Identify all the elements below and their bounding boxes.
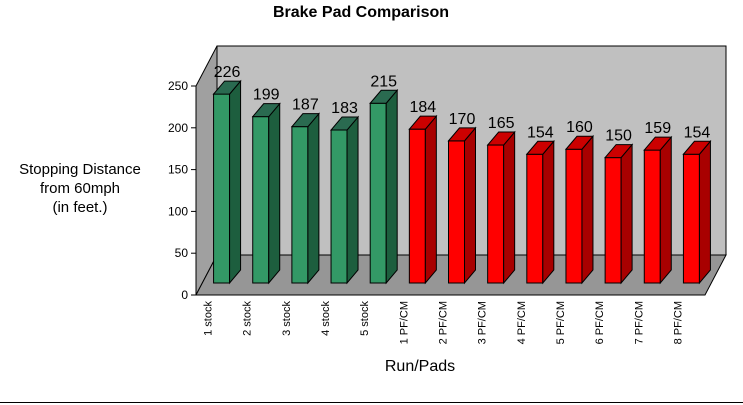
bar-side [424, 114, 437, 285]
bar-top [369, 89, 399, 104]
bar-top [486, 131, 516, 146]
bar-top [212, 80, 242, 95]
bar [369, 88, 399, 285]
bar-side [581, 134, 594, 285]
bar-side [307, 112, 320, 285]
bar-front [643, 149, 661, 284]
chart-title: Brake Pad Comparison [272, 4, 450, 21]
bar-front [487, 144, 505, 284]
bar [290, 112, 320, 285]
y-axis-label-line-1: Stopping Distance [19, 161, 141, 178]
data-label: 165 [488, 115, 515, 132]
x-axis-label: Run/Pads [384, 358, 456, 375]
data-label: 187 [292, 97, 319, 114]
bar [604, 143, 634, 285]
x-tick-label: 3 PF/CM [477, 301, 489, 344]
bar [564, 134, 595, 285]
x-tick-label: 6 PF/CM [594, 301, 606, 344]
bar-side [659, 135, 672, 285]
bar-top [682, 140, 712, 155]
bar-front [448, 140, 465, 284]
bar [486, 130, 516, 285]
data-label: 199 [253, 87, 280, 104]
bar-side [698, 139, 711, 285]
bar [212, 79, 242, 285]
bar [682, 139, 712, 285]
bar-top [604, 144, 634, 159]
x-tick-label: 3 stock [281, 301, 293, 336]
x-tick-label: 8 PF/CM [672, 301, 684, 344]
bar-side [229, 79, 242, 285]
y-tick-label: 150 [168, 163, 188, 177]
x-tick-label: 5 PF/CM [555, 301, 567, 344]
x-tick-labels: 1 stock 2 stock 3 stock 4 stock 5 stock 1 PF/… [203, 301, 685, 345]
x-tick-label: 2 PF/CM [438, 301, 450, 344]
x-tick-label: 5 stock [359, 301, 371, 336]
bottom-rule [0, 402, 743, 403]
bar-front [213, 93, 231, 284]
y-tick-label: 100 [168, 204, 188, 218]
data-label: 150 [605, 128, 632, 145]
bar [329, 115, 360, 285]
bar-front [291, 126, 309, 284]
bar-top [290, 113, 320, 128]
bar-front [604, 157, 622, 284]
data-label: 160 [566, 119, 593, 136]
bar-side [385, 88, 398, 285]
x-tick-label: 2 stock [242, 301, 254, 336]
bar-front [252, 116, 270, 284]
x-tick-label: 7 PF/CM [633, 301, 645, 344]
data-label: 183 [331, 100, 358, 117]
bar-top [564, 135, 595, 150]
bar [525, 139, 555, 285]
x-tick-label: 4 stock [320, 301, 332, 336]
bar [251, 102, 281, 285]
data-label: 170 [449, 111, 476, 128]
data-label: 184 [409, 99, 436, 116]
bar-front [408, 128, 426, 284]
y-tick-label: 200 [168, 121, 188, 135]
bar-side [620, 143, 633, 285]
x-tick-label: 1 stock [203, 301, 215, 336]
data-label: 215 [370, 73, 397, 90]
y-tick-label: 250 [168, 79, 188, 93]
y-axis-label: Stopping Distance from 60mph (in feet.) [0, 160, 160, 217]
bar-front [565, 148, 583, 284]
y-tick-label: 0 [181, 288, 188, 302]
y-tick-label: 50 [175, 246, 189, 260]
bars [212, 79, 712, 285]
bar [408, 114, 438, 285]
bar-side [464, 126, 476, 285]
bar-front [369, 102, 387, 284]
bar [447, 126, 477, 285]
bar-front [330, 129, 348, 284]
x-tick-label: 4 PF/CM [516, 301, 528, 344]
bar-top [525, 140, 555, 155]
bar-top [643, 136, 673, 151]
data-label: 226 [214, 64, 241, 81]
bar-side [542, 139, 555, 285]
bar-top [408, 115, 438, 130]
bar-side [503, 130, 516, 285]
bar [643, 135, 673, 285]
data-label: 154 [527, 124, 554, 141]
data-labels: 226 199 187 183 215 184 170 165 154 160 150 159 154 [214, 64, 711, 145]
bar-front [526, 153, 544, 284]
bar-top [251, 103, 281, 118]
y-axis: 0 50 100 150 200 250 [168, 79, 197, 302]
bar-front [682, 153, 700, 284]
bar-top [329, 116, 360, 131]
data-label: 159 [644, 120, 671, 137]
y-axis-label-line-3: (in feet.) [52, 199, 108, 216]
x-tick-label: 1 PF/CM [398, 301, 410, 344]
data-label: 154 [684, 124, 711, 141]
bar-top [447, 127, 477, 142]
bar-side [346, 115, 359, 285]
bar-side [268, 102, 281, 285]
y-axis-label-line-2: from 60mph [39, 180, 121, 197]
